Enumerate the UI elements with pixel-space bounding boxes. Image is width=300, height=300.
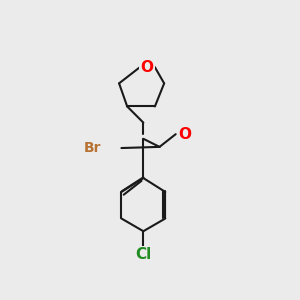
Text: O: O — [178, 127, 191, 142]
Text: O: O — [140, 60, 153, 75]
Text: Br: Br — [84, 141, 101, 155]
Text: Cl: Cl — [135, 247, 152, 262]
